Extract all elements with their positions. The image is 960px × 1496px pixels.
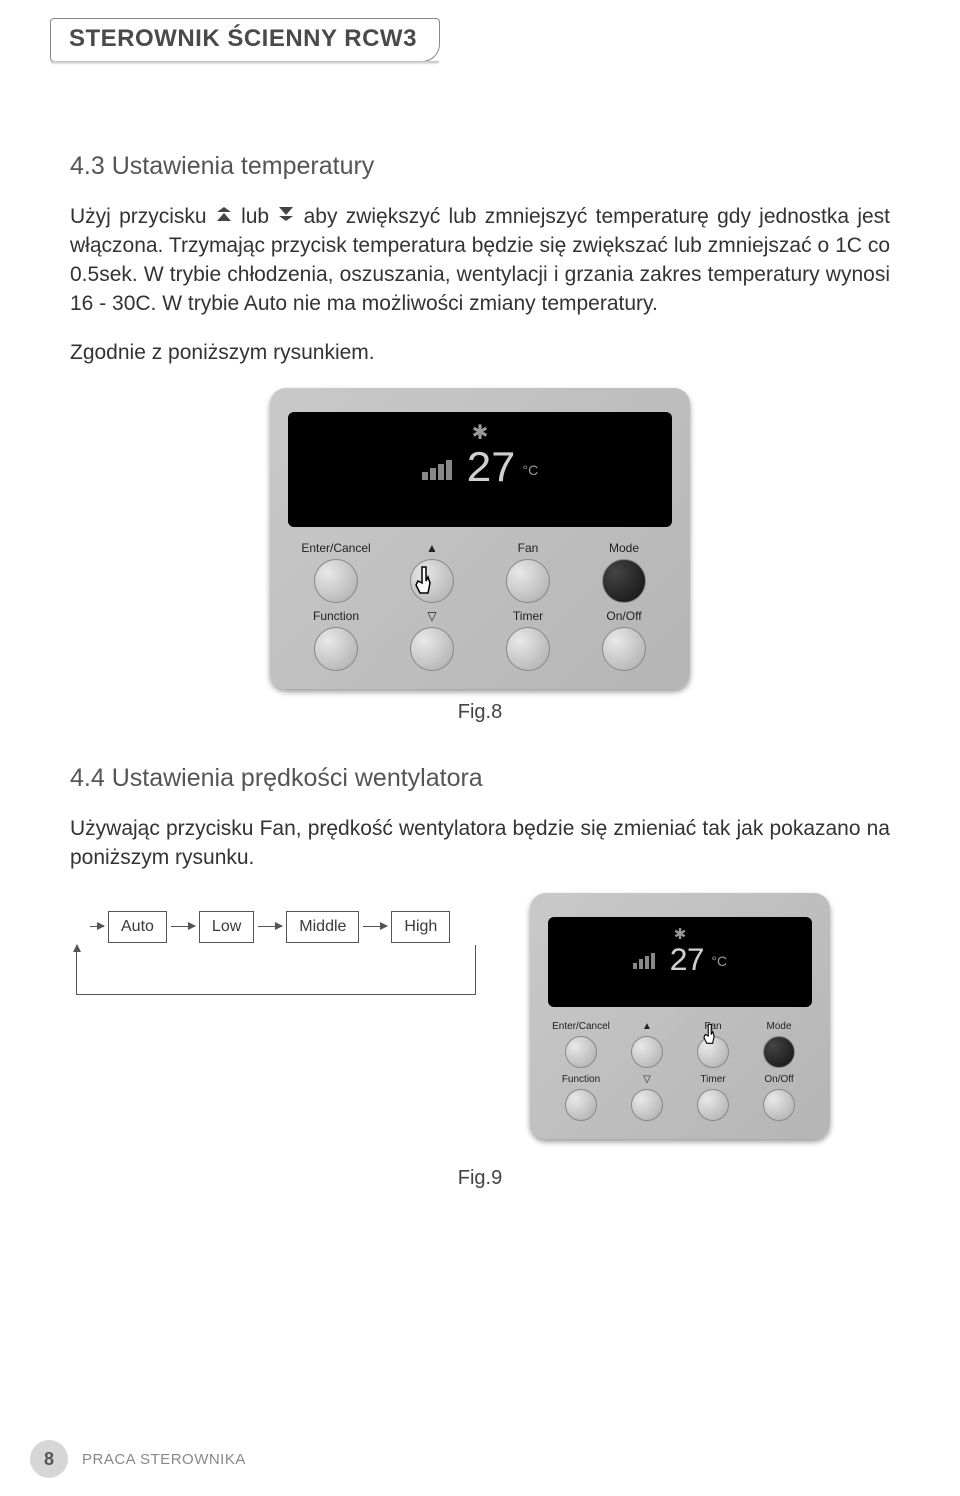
flow-arrow-icon xyxy=(258,926,282,927)
up-button[interactable] xyxy=(410,559,454,603)
btn-label-fan: Fan xyxy=(518,541,539,555)
btn-label-mode: Mode xyxy=(766,1021,791,1032)
enter-cancel-button[interactable] xyxy=(314,559,358,603)
page-header-tab: STEROWNIK ŚCIENNY RCW3 xyxy=(50,18,440,62)
flow-row: Auto Low Middle High xyxy=(90,911,450,943)
section-4-3-paragraph-1: Użyj przycisku lub aby zwiększyć lub zmn… xyxy=(70,203,890,319)
lcd-main-row: 27 °C xyxy=(633,943,727,980)
btn-label-function: Function xyxy=(562,1074,600,1085)
controller-panel-large: ✱ 27 °C Enter/Cancel ▲ Fan Mode Function… xyxy=(270,388,690,689)
lcd-unit: °C xyxy=(711,953,727,969)
figure-9-caption: Fig.9 xyxy=(70,1167,890,1190)
lcd-unit: °C xyxy=(523,462,539,478)
flow-arrow-icon xyxy=(363,926,387,927)
flow-arrow-icon xyxy=(90,926,104,927)
btn-label-enter: Enter/Cancel xyxy=(301,541,370,555)
lcd-display: ✱ 27 °C xyxy=(288,412,672,527)
fan-speed-bars-icon xyxy=(422,460,452,480)
page-content: 4.3 Ustawienia temperatury Użyj przycisk… xyxy=(0,62,960,1190)
fan-button[interactable] xyxy=(697,1036,729,1068)
flow-loop-line xyxy=(76,945,476,995)
button-grid: Enter/Cancel ▲ Fan Mode Function ▽ Timer… xyxy=(548,1021,812,1121)
timer-button[interactable] xyxy=(506,627,550,671)
section-4-4-heading: 4.4 Ustawienia prędkości wentylatora xyxy=(70,764,890,793)
btn-label-down: ▽ xyxy=(643,1074,651,1085)
button-grid: Enter/Cancel ▲ Fan Mode Function ▽ Timer… xyxy=(288,541,672,671)
btn-label-timer: Timer xyxy=(700,1074,725,1085)
flow-node-low: Low xyxy=(199,911,254,943)
controller-panel-small: ✱ 27 °C Enter/Cancel ▲ Fan Mode Function… xyxy=(530,893,830,1139)
function-button[interactable] xyxy=(314,627,358,671)
lcd-temperature: 27 xyxy=(466,445,515,495)
footer-section-label: PRACA STEROWNIKA xyxy=(82,1451,246,1468)
btn-label-enter: Enter/Cancel xyxy=(552,1021,610,1032)
down-button[interactable] xyxy=(631,1089,663,1121)
section-4-4-paragraph-1: Używając przycisku Fan, prędkość wentyla… xyxy=(70,815,890,873)
section-4-3-heading: 4.3 Ustawienia temperatury xyxy=(70,152,890,181)
flow-node-middle: Middle xyxy=(286,911,359,943)
lcd-mode-icon: ✱ xyxy=(472,420,489,445)
text-fragment: Użyj przycisku xyxy=(70,205,215,228)
onoff-button[interactable] xyxy=(602,627,646,671)
lcd-mode-icon: ✱ xyxy=(674,925,687,943)
onoff-button[interactable] xyxy=(763,1089,795,1121)
lcd-display: ✱ 27 °C xyxy=(548,917,812,1007)
flow-arrow-icon xyxy=(171,926,195,927)
btn-label-fan: Fan xyxy=(704,1021,721,1032)
page-footer: 8 PRACA STEROWNIKA xyxy=(30,1440,246,1478)
flow-node-auto: Auto xyxy=(108,911,167,943)
down-icon xyxy=(277,207,295,221)
figure-9-wrap: Auto Low Middle High ✱ 27 °C xyxy=(70,893,890,1139)
mode-button[interactable] xyxy=(763,1036,795,1068)
timer-button[interactable] xyxy=(697,1089,729,1121)
fan-speed-flowchart: Auto Low Middle High xyxy=(70,893,500,1053)
flow-node-high: High xyxy=(391,911,450,943)
mode-button[interactable] xyxy=(602,559,646,603)
down-button[interactable] xyxy=(410,627,454,671)
btn-label-up: ▲ xyxy=(642,1021,652,1032)
lcd-temperature: 27 xyxy=(669,943,703,980)
page-number: 8 xyxy=(30,1440,68,1478)
btn-label-mode: Mode xyxy=(609,541,639,555)
fan-button[interactable] xyxy=(506,559,550,603)
page-header-title: STEROWNIK ŚCIENNY RCW3 xyxy=(69,25,421,53)
btn-label-down: ▽ xyxy=(427,609,436,623)
enter-cancel-button[interactable] xyxy=(565,1036,597,1068)
up-icon xyxy=(215,207,233,221)
section-4-3-paragraph-2: Zgodnie z poniższym rysunkiem. xyxy=(70,339,890,368)
btn-label-onoff: On/Off xyxy=(764,1074,793,1085)
figure-8-caption: Fig.8 xyxy=(70,701,890,724)
fan-speed-bars-icon xyxy=(633,953,655,969)
btn-label-function: Function xyxy=(313,609,359,623)
text-fragment: lub xyxy=(241,205,277,228)
lcd-main-row: 27 °C xyxy=(422,445,539,495)
btn-label-timer: Timer xyxy=(513,609,543,623)
btn-label-onoff: On/Off xyxy=(606,609,641,623)
function-button[interactable] xyxy=(565,1089,597,1121)
up-button[interactable] xyxy=(631,1036,663,1068)
figure-8-wrap: ✱ 27 °C Enter/Cancel ▲ Fan Mode Function… xyxy=(70,388,890,689)
btn-label-up: ▲ xyxy=(426,541,438,555)
